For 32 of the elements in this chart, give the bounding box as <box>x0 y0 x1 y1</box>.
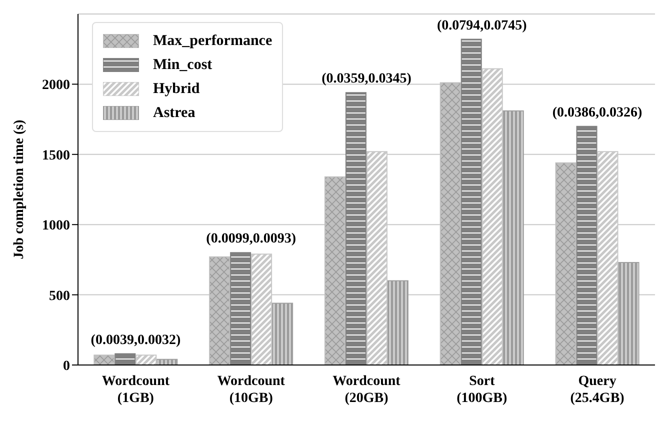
bar <box>230 252 252 365</box>
y-tick-label: 1500 <box>42 148 70 164</box>
x-tick-label: Wordcount (10GB) <box>217 374 286 406</box>
legend-label: Min_cost <box>153 56 212 74</box>
annotation: (0.0039,0.0032) <box>90 332 181 348</box>
legend-label: Astrea <box>153 104 196 122</box>
bar <box>387 280 408 365</box>
annotation: (0.0359,0.0345) <box>322 72 412 87</box>
legend-label: Max_performance <box>153 32 272 50</box>
annotation: (0.0794,0.0745) <box>436 18 528 34</box>
x-tick-label: Query (25.4GB) <box>570 374 625 406</box>
x-tick-label: Wordcount (1GB) <box>102 374 170 406</box>
y-tick-label: 1000 <box>42 218 70 234</box>
y-tick-label: 2000 <box>42 78 70 94</box>
annotation: (0.0386,0.0326) <box>552 105 643 120</box>
bar <box>156 358 178 365</box>
bar <box>618 262 640 365</box>
y-tick-label: 500 <box>49 288 70 304</box>
bar <box>272 302 294 365</box>
bar <box>345 92 366 365</box>
x-tick-label: Sort (100GB) <box>456 374 508 406</box>
bar <box>94 354 115 365</box>
y-tick-label: 0 <box>63 358 70 374</box>
legend-label: Hybrid <box>153 80 200 98</box>
bar <box>460 38 482 365</box>
bar <box>502 110 524 365</box>
annotation: (0.0099,0.0093) <box>206 232 296 247</box>
bar <box>114 353 136 365</box>
y-axis-title: Job completion time (s) <box>12 119 27 260</box>
bar <box>576 126 598 365</box>
bar <box>136 354 157 365</box>
x-tick-label: Wordcount (20GB) <box>332 374 401 406</box>
